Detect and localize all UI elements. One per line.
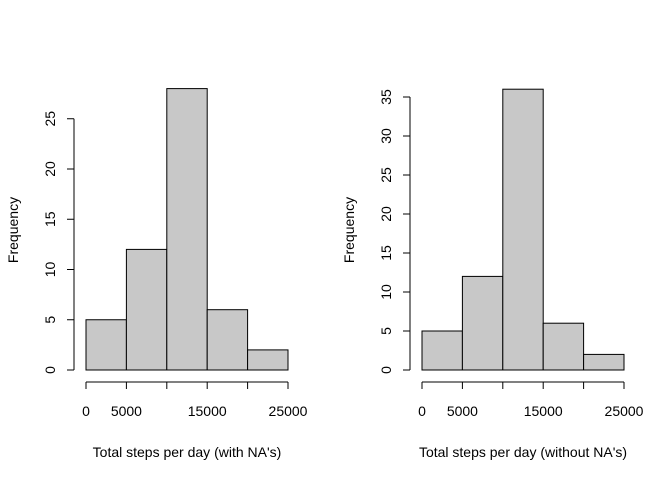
x-axis-label: Total steps per day (without NA's)	[419, 444, 627, 460]
histogram-bar	[206, 309, 249, 371]
y-tick-label: 15	[378, 245, 394, 261]
y-axis-label: Frequency	[5, 197, 21, 263]
y-tick-label: 5	[378, 327, 394, 335]
y-tick-label: 35	[378, 89, 394, 105]
histogram-bar	[502, 88, 544, 371]
y-tick-label: 0	[42, 366, 58, 374]
y-tick-label: 25	[378, 167, 394, 183]
y-axis-label: Frequency	[341, 197, 357, 263]
x-axis-label: Total steps per day (with NA's)	[93, 444, 282, 460]
histogram-bar	[421, 330, 463, 371]
histogram-bar	[125, 248, 168, 371]
x-tick-label: 0	[82, 403, 90, 419]
y-tick-label: 15	[42, 211, 58, 227]
y-tick-label: 10	[378, 284, 394, 300]
x-tick-label: 25000	[605, 403, 644, 419]
x-tick-label: 15000	[524, 403, 563, 419]
histogram-bar	[542, 322, 585, 371]
y-tick-label: 20	[42, 161, 58, 177]
y-tick-label: 5	[42, 316, 58, 324]
y-tick-label: 30	[378, 128, 394, 144]
histogram-panel-with-na: Total steps per day (with NA's) Frequenc…	[5, 88, 308, 460]
histogram-bar	[247, 349, 289, 371]
histogram-panel-without-na: Total steps per day (without NA's) Frequ…	[341, 88, 644, 460]
x-tick-label: 5000	[447, 403, 478, 419]
y-tick-label: 25	[42, 111, 58, 127]
y-tick-label: 0	[378, 366, 394, 374]
x-tick-label: 15000	[188, 403, 227, 419]
histogram-bar	[461, 275, 504, 371]
x-tick-label: 0	[418, 403, 426, 419]
histogram-bar	[166, 88, 208, 371]
y-tick-label: 20	[378, 206, 394, 222]
histogram-bar	[583, 353, 625, 371]
x-tick-label: 5000	[111, 403, 142, 419]
histogram-bar	[85, 319, 127, 371]
x-tick-label: 25000	[269, 403, 308, 419]
y-tick-label: 10	[42, 262, 58, 278]
